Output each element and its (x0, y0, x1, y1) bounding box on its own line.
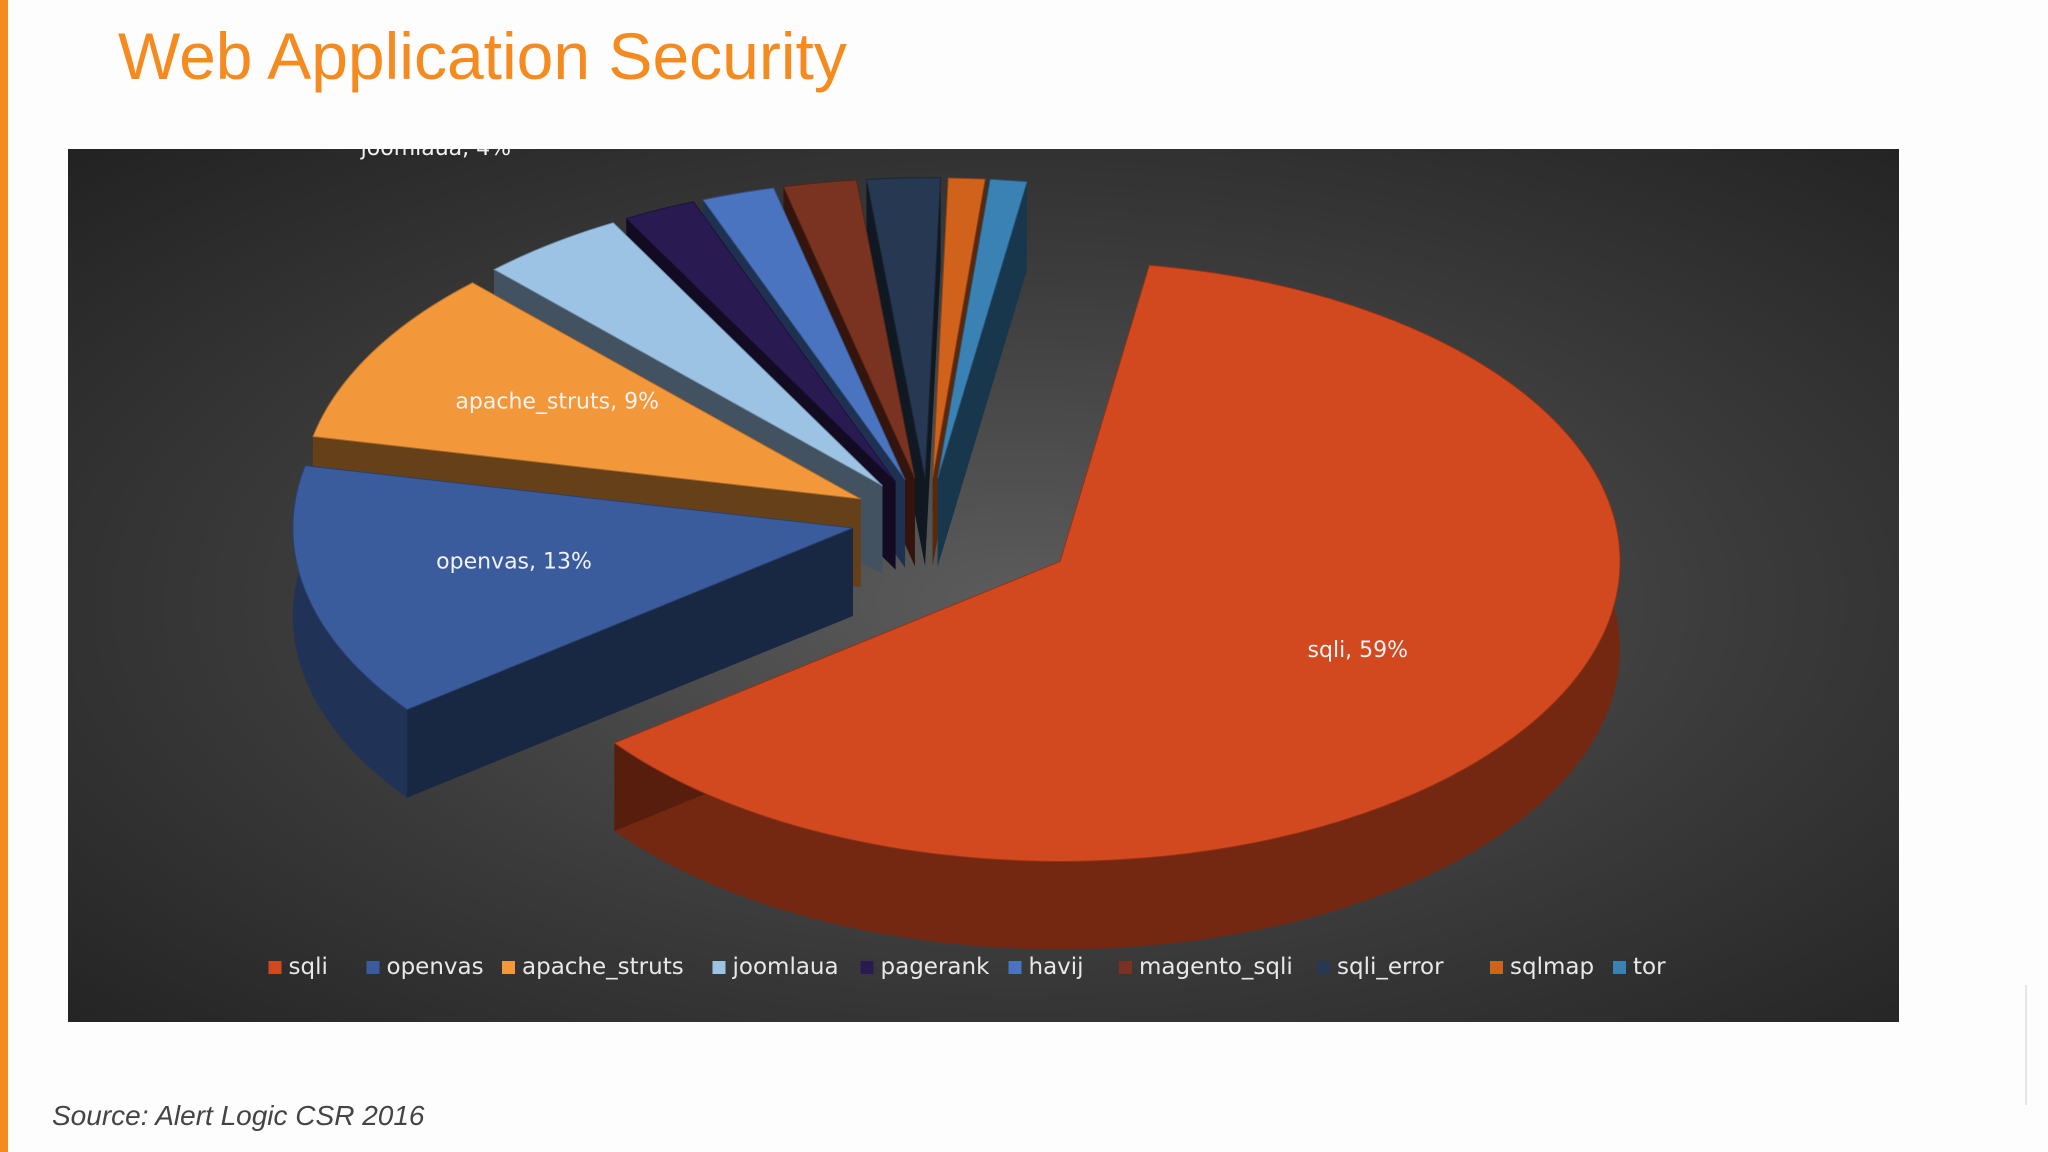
accent-bar (0, 0, 8, 1152)
legend-label: tor (1633, 954, 1666, 980)
pie-slice-tor (937, 178, 1028, 567)
legend-label: apache_struts (522, 954, 684, 980)
legend-swatch (860, 961, 874, 974)
slice-top (865, 177, 942, 478)
legend-swatch (1008, 961, 1022, 974)
slice-top (932, 177, 986, 478)
legend-item-joomlaua: joomlaua (712, 954, 839, 980)
legend-item-havij: havij (1008, 954, 1084, 980)
legend-item-tor: tor (1613, 954, 1666, 980)
slice-wall (614, 265, 1620, 950)
legend-swatch (268, 961, 282, 974)
legend-swatch (366, 961, 380, 974)
slice-cut-face (925, 177, 941, 566)
slice-top (937, 178, 1028, 479)
pie-slice-openvas (292, 465, 854, 798)
legend-swatch (712, 961, 726, 974)
legend-item-openvas: openvas (366, 954, 484, 980)
data-labels: sqli, 59% openvas, 13% apache_struts, 9% jo… (360, 149, 1408, 663)
legend-item-sqli: sqli (268, 954, 328, 980)
legend-swatch (1317, 961, 1330, 974)
slide-title: Web Application Security (118, 19, 847, 93)
legend-label: havij (1029, 954, 1084, 980)
legend-swatch (1490, 961, 1503, 974)
slice-top (613, 264, 1621, 862)
legend-item-sqli_error: sqli_error (1317, 954, 1444, 980)
legend-label: sqlmap (1510, 954, 1594, 980)
slice-cut-face (937, 181, 1027, 567)
slice-top (292, 465, 854, 711)
slice-top (702, 187, 906, 480)
legend-swatch (1613, 961, 1626, 974)
pie-chart-panel: sqli, 59% openvas, 13% apache_struts, 9% jo… (68, 149, 1899, 1022)
slide-edge-divider (2025, 985, 2027, 1105)
data-label-joomlaua: joomlaua, 4% (360, 149, 511, 161)
data-label-sqli: sqli, 59% (1308, 638, 1409, 663)
source-note: Source: Alert Logic CSR 2016 (52, 1100, 425, 1131)
pie-slice-sqli (613, 264, 1621, 950)
legend-label: sqli_error (1337, 954, 1444, 980)
data-label-openvas: openvas, 13% (436, 550, 592, 575)
legend-item-apache_struts: apache_struts (502, 954, 684, 980)
legend-label: pagerank (881, 954, 991, 980)
pie-slices (292, 177, 1621, 950)
data-label-apache_struts: apache_struts, 9% (455, 390, 659, 415)
legend-item-sqlmap: sqlmap (1490, 954, 1594, 980)
legend-label: joomlaua (732, 954, 839, 980)
slice-top (493, 222, 883, 487)
slice-wall (292, 465, 408, 798)
legend-item-magento_sqli: magento_sqli (1119, 954, 1293, 980)
slice-top (625, 201, 896, 482)
chart-legend: sqli openvas apache_struts joomlaua pagerank… (268, 954, 1666, 980)
legend-swatch (502, 961, 515, 974)
legend-swatch (1119, 961, 1132, 974)
pie-chart: sqli, 59% openvas, 13% apache_struts, 9% jo… (268, 149, 1666, 980)
legend-label: sqli (289, 954, 328, 980)
legend-label: openvas (387, 954, 484, 980)
slice-top (782, 179, 916, 479)
slice-top (312, 282, 861, 500)
legend-item-pagerank: pagerank (860, 954, 991, 980)
legend-label: magento_sqli (1139, 954, 1293, 980)
